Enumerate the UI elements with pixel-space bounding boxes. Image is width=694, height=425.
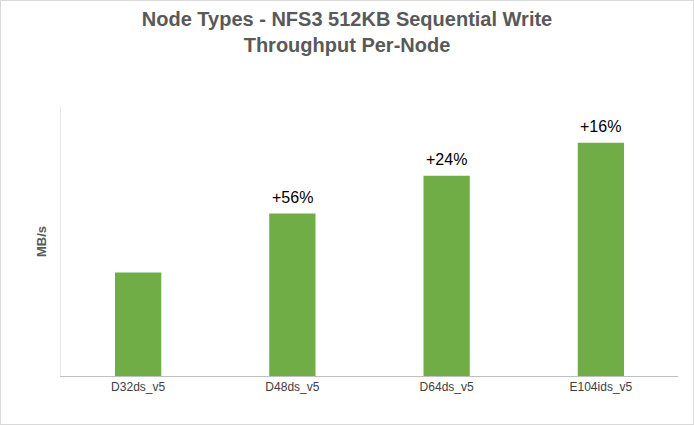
svg-text:Node Types - NFS3 512KB Sequen: Node Types - NFS3 512KB Sequential Write… bbox=[142, 8, 552, 56]
svg-text:D64ds_v5: D64ds_v5 bbox=[420, 380, 474, 394]
svg-text:+16%: +16% bbox=[580, 118, 621, 135]
svg-text:+24%: +24% bbox=[426, 151, 467, 168]
svg-text:D32ds_v5: D32ds_v5 bbox=[111, 380, 165, 394]
svg-text:D48ds_v5: D48ds_v5 bbox=[265, 380, 319, 394]
svg-text:+56%: +56% bbox=[272, 189, 313, 206]
svg-text:E104ids_v5: E104ids_v5 bbox=[570, 380, 633, 394]
svg-text:MB/s: MB/s bbox=[34, 226, 49, 257]
